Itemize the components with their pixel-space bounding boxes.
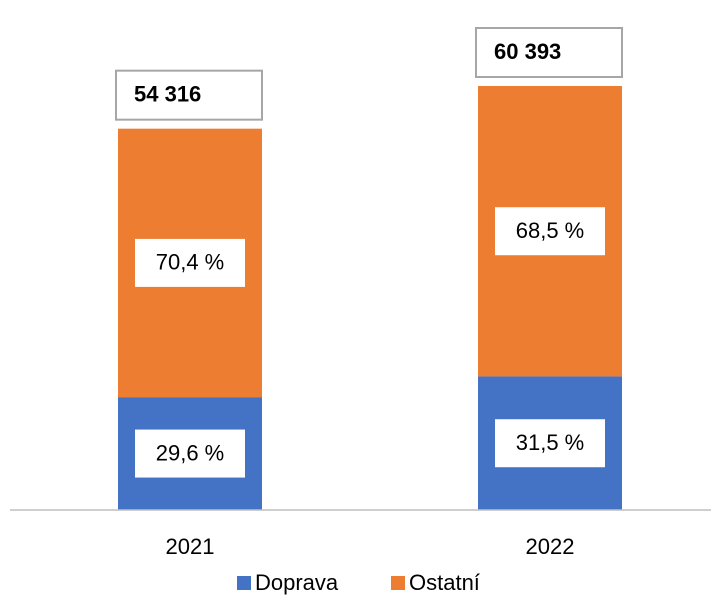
legend-swatch (237, 576, 251, 590)
value-label-box (135, 429, 245, 478)
legend-label: Doprava (255, 570, 339, 595)
value-label-box (495, 207, 605, 256)
value-label: 31,5 % (516, 430, 585, 455)
total-label-box (115, 69, 263, 121)
legend-swatch (391, 576, 405, 590)
x-tick-label: 2022 (526, 534, 575, 559)
value-label: 29,6 % (156, 440, 225, 465)
total-label: 54 316 (134, 81, 201, 106)
legend-label: Ostatní (409, 570, 480, 595)
total-label: 60 393 (494, 39, 561, 64)
value-label-box (495, 419, 605, 468)
x-tick-label: 2021 (166, 534, 215, 559)
total-label-box (475, 27, 623, 78)
value-label: 68,5 % (516, 218, 585, 243)
value-label: 70,4 % (156, 250, 225, 275)
value-label-box (135, 238, 245, 287)
